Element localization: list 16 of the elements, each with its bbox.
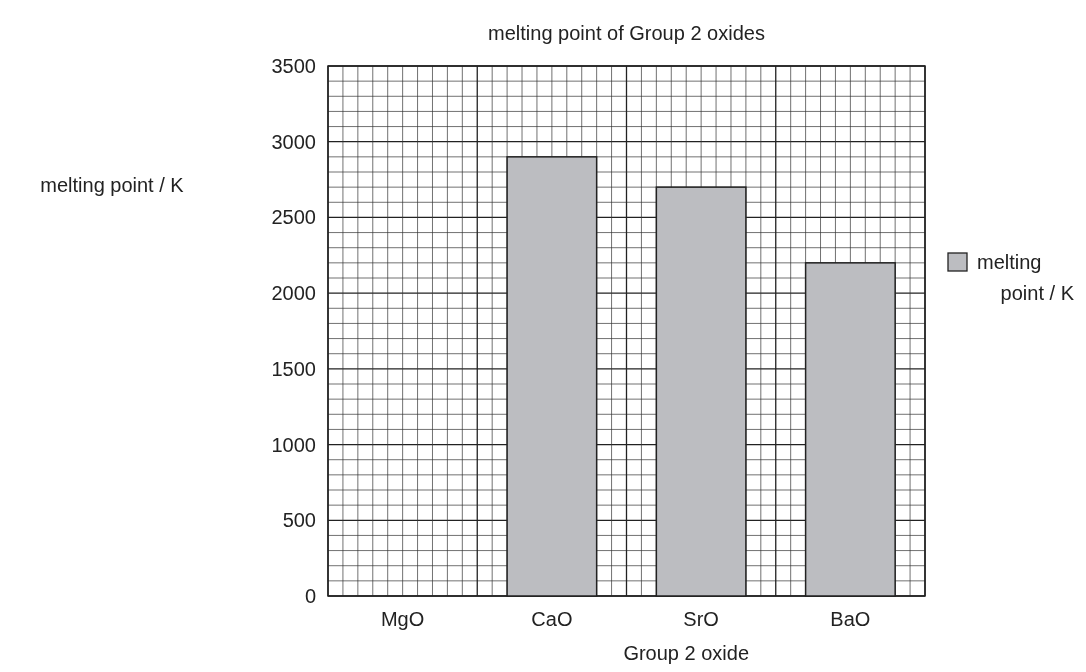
x-tick-label: MgO xyxy=(380,608,425,630)
x-tick-label: CaO xyxy=(531,608,573,630)
y-tick-label: 1000 xyxy=(271,433,316,456)
y-tick-label: 1500 xyxy=(271,357,316,380)
chart-title: melting point of Group 2 oxides xyxy=(488,22,765,44)
y-tick-label: 500 xyxy=(282,509,316,532)
y-tick-label: 3000 xyxy=(271,130,316,153)
y-tick-label: 3500 xyxy=(271,55,316,77)
x-tick-label: SrO xyxy=(683,608,719,630)
y-axis-title: melting point / K xyxy=(40,174,185,196)
y-tick-label: 2500 xyxy=(271,206,316,229)
x-tick-label: BaO xyxy=(830,608,871,630)
x-axis-title: Group 2 oxide xyxy=(623,642,750,664)
y-tick-label: 0 xyxy=(304,585,316,607)
legend-label: melting point / K xyxy=(977,251,1075,304)
y-tick-label: 2000 xyxy=(271,282,316,305)
